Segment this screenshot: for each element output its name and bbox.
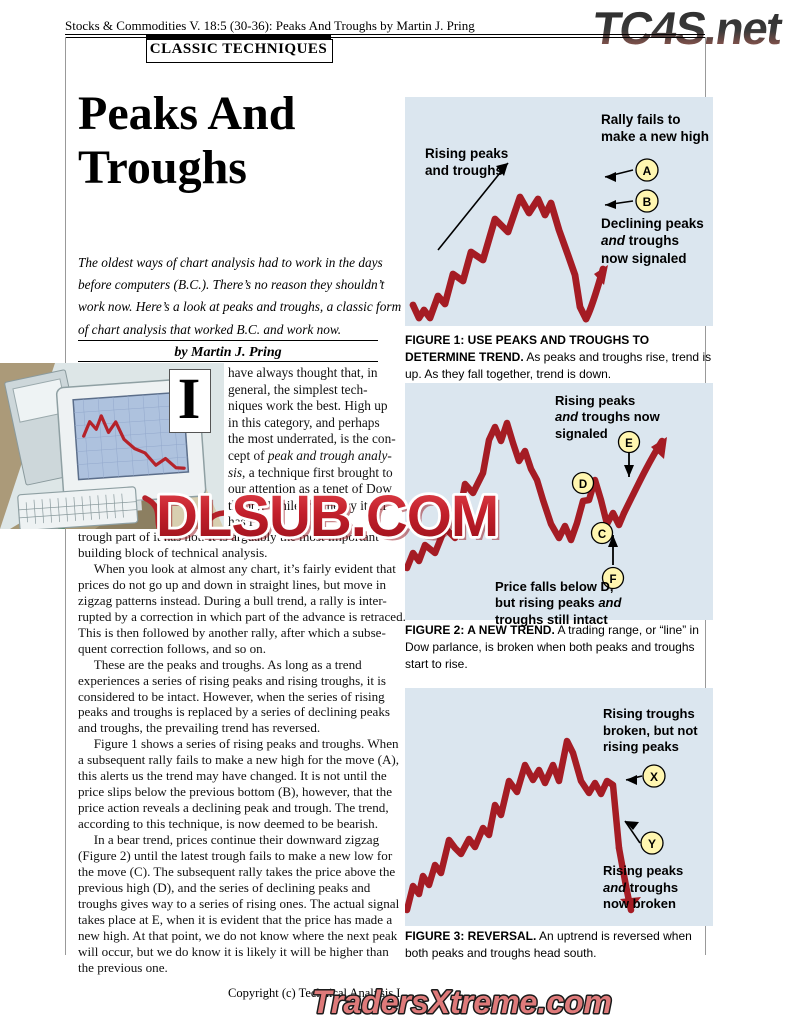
svg-text:DLSUB.COM: DLSUB.COM	[156, 484, 498, 549]
svg-text:X: X	[650, 770, 658, 784]
svg-text:TradersXtreme.com: TradersXtreme.com	[312, 984, 612, 1020]
svg-text:A: A	[643, 164, 652, 178]
svg-text:C: C	[598, 529, 606, 541]
svg-text:Y: Y	[648, 837, 656, 851]
svg-text:D: D	[579, 479, 587, 491]
svg-text:TC4S.net: TC4S.net	[595, 2, 785, 54]
svg-text:B: B	[643, 195, 652, 209]
